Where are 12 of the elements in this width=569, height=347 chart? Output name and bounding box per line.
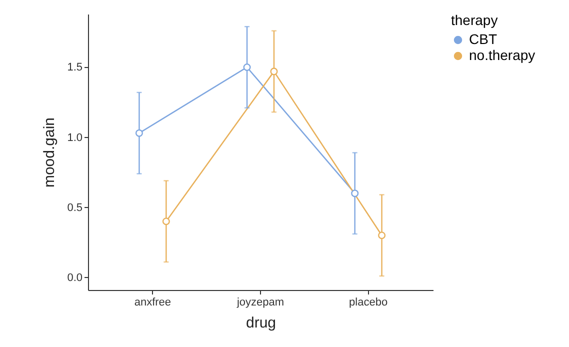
y-tick-label: 1.5: [67, 62, 82, 74]
y-tick-label: 1.0: [67, 132, 82, 144]
x-tick-label: anxfree: [134, 296, 172, 308]
x-axis-title: drug: [246, 314, 276, 332]
x-tick-label: placebo: [349, 296, 388, 308]
x-tick-label: joyzepam: [236, 296, 284, 308]
legend-label: no.therapy: [469, 47, 536, 63]
legend-label: CBT: [469, 31, 498, 47]
y-tick-label: 0.5: [67, 202, 82, 214]
y-axis-title: mood.gain: [41, 117, 58, 188]
y-tick-label: 0.0: [67, 272, 82, 284]
legend-title: therapy: [451, 12, 498, 28]
